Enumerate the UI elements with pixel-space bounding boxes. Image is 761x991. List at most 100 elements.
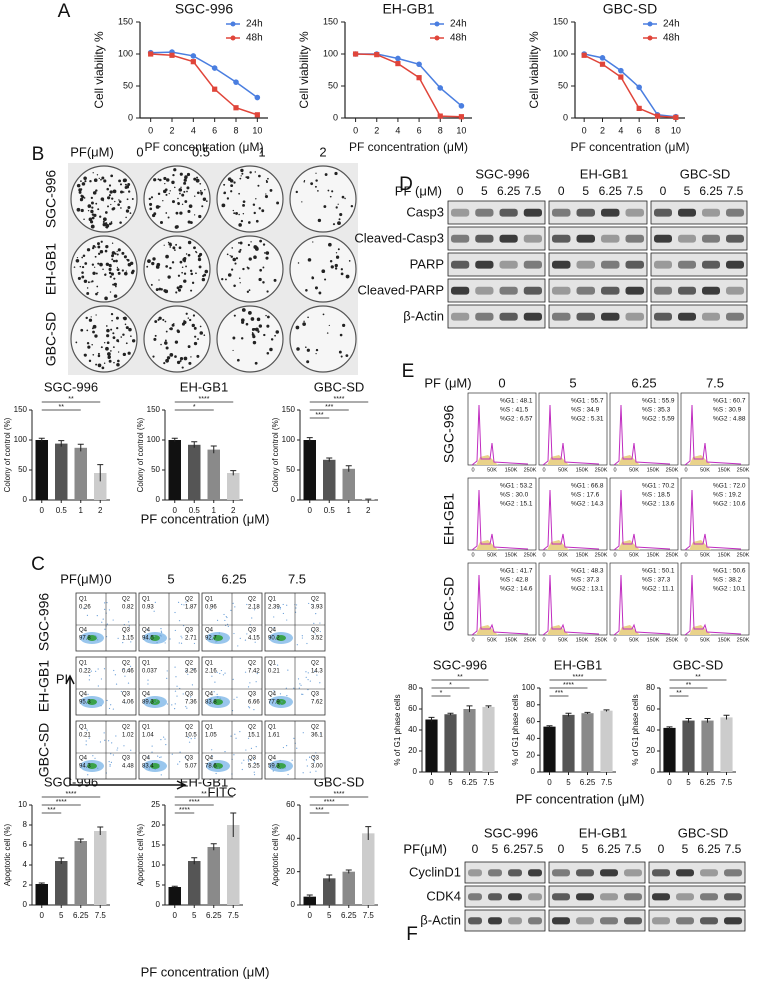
- phase-value: %G1 : 72.0: [713, 483, 746, 490]
- event: [273, 690, 275, 692]
- quadrant-value: 0.46: [122, 669, 134, 675]
- colony: [264, 194, 269, 199]
- hist-tick-label: 150K: [647, 637, 660, 643]
- colony: [296, 347, 300, 351]
- event: [164, 642, 166, 644]
- colony: [232, 349, 234, 352]
- colony: [340, 272, 344, 276]
- x-tick-label: 1: [347, 506, 352, 515]
- row-label: SGC-996: [43, 170, 59, 229]
- colony: [185, 265, 187, 268]
- event: [282, 603, 284, 606]
- error-bar: [466, 705, 473, 713]
- protein-label: CDK4: [426, 888, 461, 903]
- colony: [187, 253, 191, 257]
- blot-band: [552, 893, 570, 901]
- histogram-fill: [689, 540, 711, 550]
- cell-line: EH-GB1: [580, 166, 628, 181]
- blot: [548, 200, 648, 225]
- quadrant-value: 5.07: [185, 764, 197, 770]
- error-bar: [171, 885, 178, 888]
- quadrant-name: Q2: [311, 725, 320, 731]
- histogram-peak: [471, 404, 529, 466]
- colony: [198, 265, 202, 269]
- colony: [126, 258, 130, 262]
- event: [160, 628, 162, 630]
- blot-band: [523, 312, 542, 321]
- colony: [92, 271, 96, 275]
- event: [314, 633, 316, 635]
- error-bar: [191, 857, 198, 865]
- x-tick-label: 2: [169, 125, 174, 135]
- event: [85, 668, 87, 670]
- dose-label: 7.5: [625, 842, 642, 856]
- blot-band: [654, 286, 672, 295]
- bar: [74, 447, 87, 500]
- error-bar: [603, 709, 610, 712]
- colony: [79, 265, 82, 268]
- colony: [263, 333, 266, 337]
- event: [165, 744, 167, 746]
- quadrant-value: 7.62: [311, 700, 323, 706]
- quadrant-value: 1.05: [205, 733, 217, 739]
- colony: [178, 246, 182, 250]
- colony: [92, 246, 95, 250]
- event: [128, 621, 130, 623]
- row-label: GBC-SD: [441, 577, 457, 631]
- x-tick-label: 8: [438, 125, 443, 135]
- event: [244, 639, 247, 641]
- colony: [196, 191, 200, 195]
- event: [166, 703, 168, 705]
- colony: [83, 218, 85, 220]
- quadrant-name: Q1: [205, 661, 214, 667]
- y-tick-label: 100: [282, 435, 296, 444]
- colony: [162, 318, 165, 321]
- quadrant-name: Q2: [248, 597, 257, 603]
- blot: [548, 861, 646, 884]
- bar: [35, 884, 48, 905]
- bar: [168, 887, 181, 905]
- colony: [80, 208, 84, 213]
- hist-tick-label: 250K: [524, 637, 537, 643]
- event: [108, 609, 111, 611]
- colony: [221, 203, 226, 208]
- blot-band: [576, 869, 594, 877]
- x-tick-label: 7.5: [95, 911, 107, 920]
- x-tick-label: 6.25: [700, 778, 716, 787]
- colony: [340, 268, 343, 271]
- blot-band: [576, 286, 595, 295]
- event: [103, 732, 105, 734]
- colony: [246, 290, 250, 293]
- row-label: GBC-SD: [36, 723, 52, 777]
- error-bar: [365, 826, 372, 840]
- event: [106, 602, 108, 604]
- y-axis-label: Cell viability %: [527, 31, 541, 109]
- event: [233, 754, 235, 756]
- hist-tick-label: 50K: [629, 552, 639, 558]
- colony: [103, 362, 106, 365]
- event: [180, 642, 183, 644]
- colony: [258, 207, 261, 210]
- event: [319, 622, 321, 624]
- event: [190, 696, 192, 698]
- event: [247, 759, 249, 761]
- error-bar: [230, 812, 237, 837]
- x-tick-label: 2: [98, 506, 103, 515]
- quadrant-value: 6.66: [248, 700, 260, 706]
- colony: [315, 172, 317, 174]
- event: [219, 697, 221, 699]
- hist-tick-label: 50K: [629, 467, 639, 473]
- quadrant-value: 0.93: [142, 605, 154, 611]
- bar: [94, 473, 107, 500]
- colony: [265, 314, 267, 317]
- colony: [179, 172, 183, 176]
- x-tick-label: 0: [148, 125, 153, 135]
- blot-band: [528, 869, 542, 877]
- colony: [90, 224, 95, 229]
- hist-tick-label: 250K: [524, 467, 537, 473]
- colony: [232, 336, 236, 340]
- colony: [108, 271, 112, 275]
- y-tick-label: 150: [147, 405, 161, 414]
- data-point: [211, 65, 218, 71]
- colony: [164, 339, 167, 342]
